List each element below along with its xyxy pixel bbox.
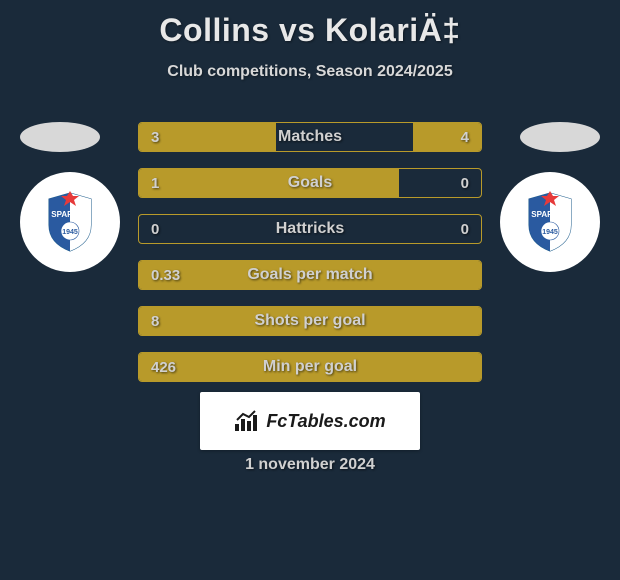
stat-label: Hattricks xyxy=(139,215,481,243)
player-avatar-left xyxy=(20,122,100,152)
stat-row: 10Goals xyxy=(138,168,482,198)
team-badge-right: SPARTAK 1945 xyxy=(500,172,600,272)
svg-text:SPARTAK: SPARTAK xyxy=(531,210,569,219)
stat-row: 34Matches xyxy=(138,122,482,152)
stat-value-right: 4 xyxy=(449,123,481,151)
footer-date: 1 november 2024 xyxy=(0,456,620,474)
stats-bars: 34Matches10Goals00Hattricks0.33Goals per… xyxy=(138,122,482,398)
stat-value-right: 0 xyxy=(449,169,481,197)
stat-value-left: 1 xyxy=(139,169,171,197)
stat-value-left: 0.33 xyxy=(139,261,192,289)
stat-row: 0.33Goals per match xyxy=(138,260,482,290)
bar-fill-left xyxy=(139,169,399,197)
stat-row: 426Min per goal xyxy=(138,352,482,382)
stat-value-right: 0 xyxy=(449,215,481,243)
stat-value-left: 0 xyxy=(139,215,171,243)
svg-text:1945: 1945 xyxy=(62,229,78,236)
chart-icon xyxy=(234,410,260,432)
shield-icon: SPARTAK 1945 xyxy=(45,191,95,253)
team-badge-left: SPARTAK 1945 xyxy=(20,172,120,272)
stat-row: 0 0Hattricks xyxy=(138,214,482,244)
stat-value-left: 426 xyxy=(139,353,188,381)
bar-fill-left xyxy=(139,353,481,381)
page-title: Collins vs KolariÄ‡ xyxy=(0,0,620,49)
stat-value-right xyxy=(457,307,481,335)
footer-brand-text: FcTables.com xyxy=(266,411,385,432)
footer-brand-badge: FcTables.com xyxy=(200,392,420,450)
bar-fill-left xyxy=(139,307,481,335)
stat-value-right xyxy=(457,261,481,289)
stat-value-left: 8 xyxy=(139,307,171,335)
shield-icon: SPARTAK 1945 xyxy=(525,191,575,253)
svg-text:SPARTAK: SPARTAK xyxy=(51,210,89,219)
subtitle: Club competitions, Season 2024/2025 xyxy=(0,63,620,81)
stat-value-right xyxy=(457,353,481,381)
stat-row: 8Shots per goal xyxy=(138,306,482,336)
stat-value-left: 3 xyxy=(139,123,171,151)
svg-text:1945: 1945 xyxy=(542,229,558,236)
player-avatar-right xyxy=(520,122,600,152)
